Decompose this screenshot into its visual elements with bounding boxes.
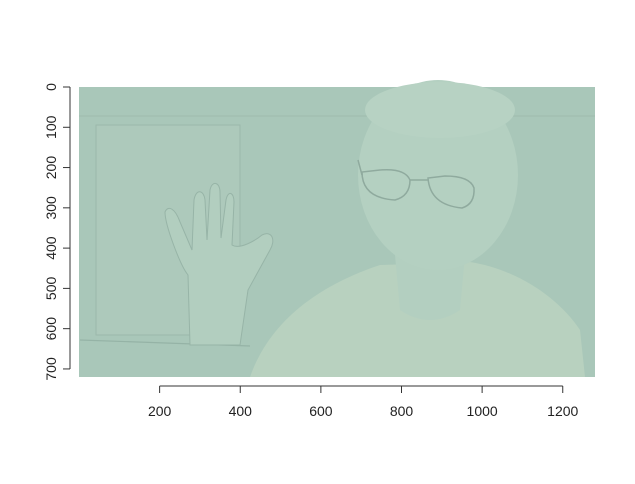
person-hair <box>365 82 515 138</box>
y-axis: 0 100 200 300 400 500 600 700 <box>43 83 71 381</box>
person-neck <box>395 255 465 320</box>
y-tick-label: 200 <box>43 156 59 180</box>
y-tick-label: 500 <box>43 276 59 300</box>
raised-hand <box>164 183 274 346</box>
x-tick-label: 1000 <box>467 403 498 419</box>
glasses <box>357 159 475 209</box>
x-tick-label: 1200 <box>547 403 578 419</box>
x-tick-label: 800 <box>390 403 414 419</box>
person-shirt <box>250 262 585 377</box>
y-tick-label: 100 <box>43 115 59 139</box>
y-tick-label: 700 <box>43 357 59 381</box>
x-tick-label: 400 <box>229 403 253 419</box>
y-tick-label: 600 <box>43 317 59 341</box>
image-raster <box>79 80 595 377</box>
x-tick-label: 600 <box>309 403 333 419</box>
y-tick-label: 300 <box>43 196 59 220</box>
x-tick-label: 200 <box>148 403 172 419</box>
y-tick-label: 0 <box>43 83 59 91</box>
x-axis: 200 400 600 800 1000 1200 <box>148 385 579 419</box>
y-tick-label: 400 <box>43 236 59 260</box>
